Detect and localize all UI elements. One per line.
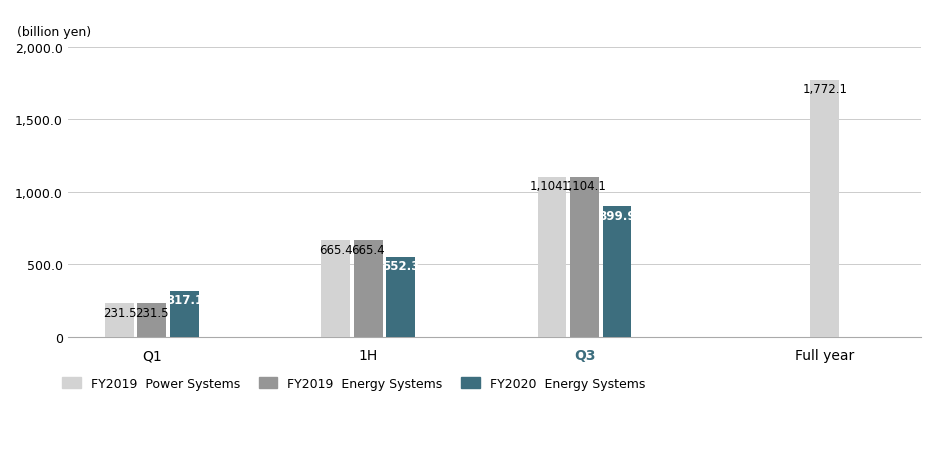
Bar <box>321 241 350 337</box>
Text: 1,104.1: 1,104.1 <box>530 180 575 192</box>
Legend: FY2019  Power Systems, FY2019  Energy Systems, FY2020  Energy Systems: FY2019 Power Systems, FY2019 Energy Syst… <box>57 372 651 395</box>
Bar <box>537 177 566 337</box>
Bar <box>603 207 632 337</box>
Bar <box>105 304 134 337</box>
Text: 1,772.1: 1,772.1 <box>802 83 847 96</box>
Text: 665.4: 665.4 <box>351 243 385 256</box>
Bar <box>570 177 599 337</box>
Bar <box>811 81 840 337</box>
Text: 231.5: 231.5 <box>135 306 168 319</box>
Text: 665.4: 665.4 <box>319 243 353 256</box>
Text: 1,104.1: 1,104.1 <box>562 180 607 192</box>
Text: 231.5: 231.5 <box>103 306 136 319</box>
Text: 552.3: 552.3 <box>382 259 419 273</box>
Bar <box>170 291 198 337</box>
Bar <box>387 258 415 337</box>
Bar <box>354 241 383 337</box>
Text: 317.1: 317.1 <box>166 293 203 307</box>
Bar <box>138 304 167 337</box>
Text: (billion yen): (billion yen) <box>17 26 91 39</box>
Text: 899.9: 899.9 <box>598 209 636 222</box>
